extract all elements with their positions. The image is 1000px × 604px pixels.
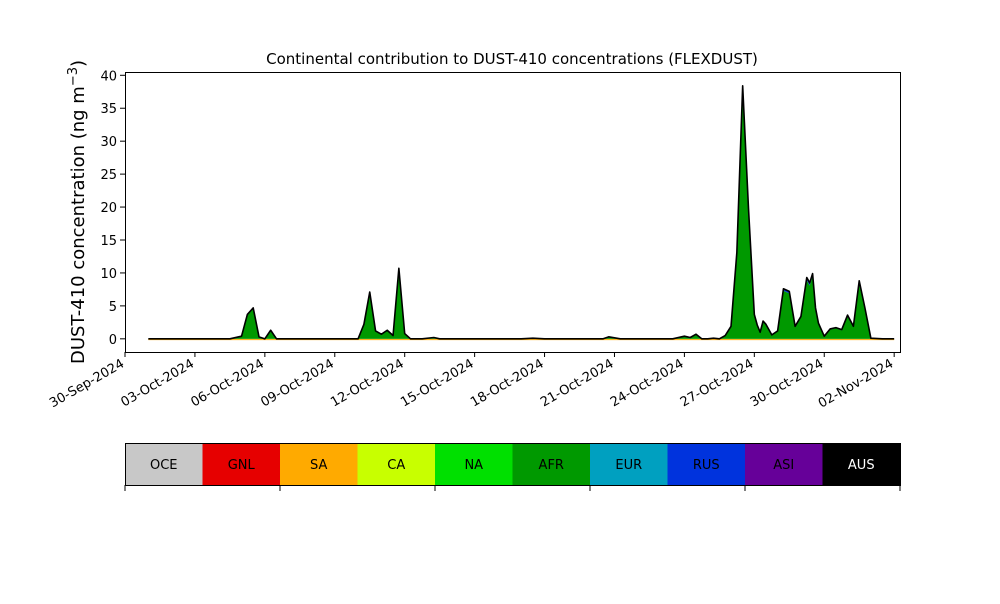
y-tick-label: 15 bbox=[100, 234, 117, 249]
legend-swatch-asi bbox=[745, 443, 823, 485]
y-tick-label: 10 bbox=[100, 267, 117, 282]
y-tick-label: 35 bbox=[100, 102, 117, 117]
y-tick-label: 30 bbox=[100, 135, 117, 150]
x-tick-label: 15-Oct-2024 bbox=[398, 356, 476, 410]
legend-swatch-oce bbox=[125, 443, 203, 485]
y-axis-label-superscript: −3 bbox=[66, 67, 81, 86]
legend-label: AUS bbox=[848, 458, 875, 473]
legend-swatch-ca bbox=[357, 443, 435, 485]
y-tick-label: 20 bbox=[100, 201, 117, 216]
legend-swatch-na bbox=[435, 443, 513, 485]
x-tick-label: 12-Oct-2024 bbox=[328, 356, 406, 410]
x-tick-label: 24-Oct-2024 bbox=[608, 356, 686, 410]
x-tick-label: 21-Oct-2024 bbox=[538, 356, 616, 410]
x-tick-label: 03-Oct-2024 bbox=[119, 356, 197, 410]
y-tick-label: 40 bbox=[100, 69, 117, 84]
series-area-5 bbox=[148, 95, 895, 339]
legend-label: ASI bbox=[773, 458, 794, 473]
x-tick-label: 06-Oct-2024 bbox=[188, 356, 266, 410]
legend-swatch-gnl bbox=[202, 443, 280, 485]
legend-label: OCE bbox=[150, 458, 178, 473]
total-line bbox=[148, 85, 895, 340]
legend-swatch-rus bbox=[667, 443, 745, 485]
legend-label: NA bbox=[464, 458, 483, 473]
x-axis: 30-Sep-202403-Oct-202406-Oct-202409-Oct-… bbox=[47, 352, 896, 411]
y-tick-label: 5 bbox=[109, 300, 117, 315]
x-tick-label: 18-Oct-2024 bbox=[468, 356, 546, 410]
series-lines bbox=[148, 85, 895, 341]
y-tick-label: 0 bbox=[109, 333, 117, 348]
legend-label: GNL bbox=[228, 458, 256, 473]
legend-frame bbox=[125, 443, 901, 486]
legend: OCE GNL SA CA NA AFR EUR RUS ASI AUS bbox=[124, 443, 901, 491]
legend-swatch-aus bbox=[822, 443, 900, 485]
x-tick-label: 27-Oct-2024 bbox=[678, 356, 756, 410]
y-tick-label: 25 bbox=[100, 168, 117, 183]
x-tick-label: 09-Oct-2024 bbox=[258, 356, 336, 410]
legend-label: CA bbox=[387, 458, 405, 473]
legend-swatch-afr bbox=[512, 443, 590, 485]
y-axis-label-close: ) bbox=[68, 60, 89, 67]
chart-title: Continental contribution to DUST-410 con… bbox=[266, 50, 758, 68]
plot-area-frame bbox=[125, 72, 901, 353]
y-axis-label: DUST-410 concentration (ng m−3) bbox=[66, 60, 89, 364]
legend-label: EUR bbox=[615, 458, 642, 473]
legend-swatch-eur bbox=[590, 443, 668, 485]
y-axis-label-main: DUST-410 concentration (ng m bbox=[68, 86, 89, 364]
legend-label: SA bbox=[310, 458, 327, 473]
legend-label: RUS bbox=[693, 458, 720, 473]
x-tick-label: 30-Oct-2024 bbox=[748, 356, 826, 410]
x-tick-label: 02-Nov-2024 bbox=[816, 356, 896, 411]
legend-label: AFR bbox=[539, 458, 564, 473]
series-areas bbox=[148, 85, 895, 339]
legend-swatch-sa bbox=[280, 443, 358, 485]
y-axis: 0 5 10 15 20 25 30 35 40 bbox=[100, 69, 125, 348]
